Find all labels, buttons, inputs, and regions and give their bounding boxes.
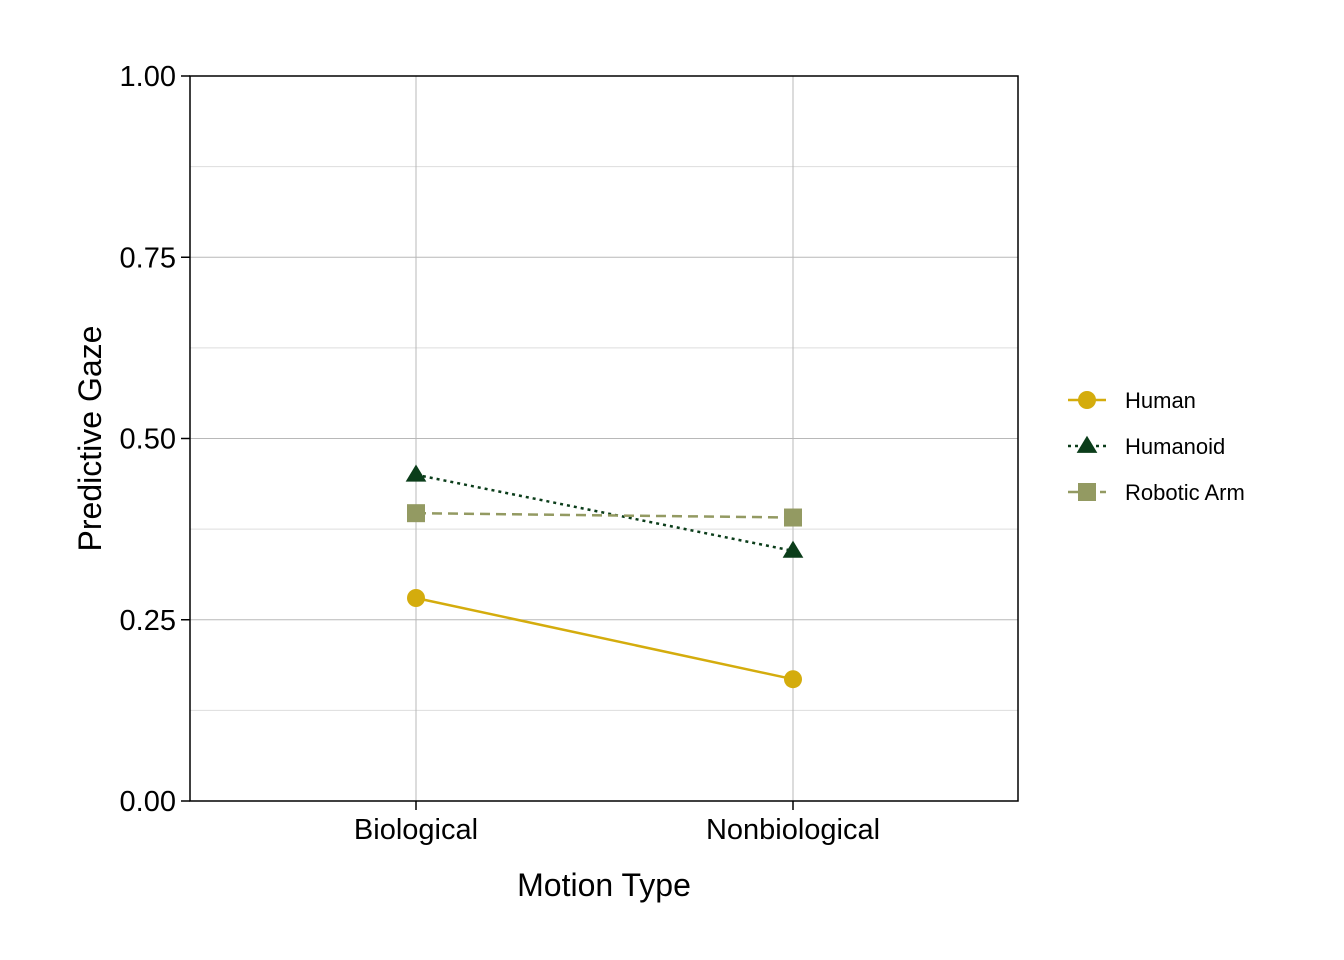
data-point (784, 670, 802, 689)
x-axis-title: Motion Type (517, 867, 691, 903)
data-point (407, 589, 425, 607)
series-humanoid (405, 464, 804, 558)
y-tick-label: 1.00 (120, 61, 176, 93)
series-human (407, 589, 802, 689)
x-axis: Biological Nonbiological (354, 801, 880, 846)
series-line (415, 511, 794, 519)
y-tick-label: 0.25 (120, 605, 176, 637)
legend-marker (1078, 483, 1096, 501)
series-line (415, 473, 794, 553)
legend-item: Humanoid (1068, 434, 1225, 459)
grid (190, 75, 1018, 802)
legend-item: Human (1068, 388, 1196, 413)
series-line (415, 596, 794, 681)
series-layer (405, 464, 804, 689)
legend-label: Humanoid (1125, 434, 1225, 459)
legend-marker (1078, 391, 1096, 409)
data-point (784, 508, 802, 527)
legend-item: Robotic Arm (1068, 480, 1245, 505)
data-point (782, 540, 804, 558)
y-tick-label: 0.00 (120, 786, 176, 818)
legend-marker (1076, 435, 1098, 453)
series-robotic-arm (407, 504, 802, 527)
legend-label: Human (1125, 388, 1196, 413)
legend: Human Humanoid Robotic Arm (1068, 388, 1245, 505)
legend-label: Robotic Arm (1125, 480, 1245, 505)
y-tick-label: 0.50 (120, 424, 176, 456)
y-tick-label: 0.75 (120, 242, 176, 274)
data-point (405, 464, 427, 482)
x-tick-label: Biological (354, 814, 478, 846)
y-axis-title: Predictive Gaze (72, 326, 108, 552)
data-point (407, 504, 425, 523)
x-tick-label: Nonbiological (706, 814, 880, 846)
y-axis: 0.00 0.25 0.50 0.75 1.00 (120, 61, 190, 818)
